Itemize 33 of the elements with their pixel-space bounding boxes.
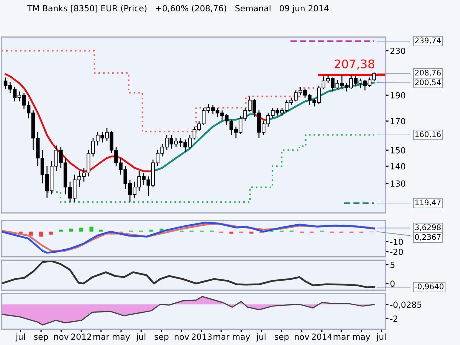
x-tick-label: mar bbox=[94, 335, 110, 340]
y-tick-label: -2 bbox=[390, 316, 398, 322]
x-tick-label: 2013 bbox=[192, 334, 212, 340]
x-tick-label: nov bbox=[54, 335, 69, 340]
x-tick-label: may bbox=[353, 335, 370, 342]
x-tick-label: jul bbox=[256, 334, 266, 342]
x-tick-label: mar bbox=[334, 335, 350, 340]
chart-title: TM Banks [8350] EUR (Price) +0,60% (208,76) Semanal 09 jun 2014 bbox=[28, 5, 329, 14]
y-tick-label: 150 bbox=[391, 147, 406, 154]
y-tick-label: 230 bbox=[390, 48, 406, 54]
y-tick-label: 190 bbox=[391, 92, 406, 99]
y-tick-label: 170 bbox=[391, 118, 406, 125]
x-tick-label: may bbox=[233, 335, 250, 342]
y-tick-label: -10 bbox=[390, 238, 404, 246]
y-tick-label: 5 bbox=[390, 262, 395, 268]
data-label: 207,38 bbox=[334, 60, 375, 70]
x-tick-label: jul bbox=[16, 334, 26, 342]
x-tick-label: nov bbox=[295, 335, 310, 340]
y-tick-label: 130 bbox=[391, 180, 406, 187]
y-tick-label: 0 bbox=[390, 280, 395, 288]
x-tick-label: jul bbox=[376, 334, 386, 342]
x-tick-label: 2014 bbox=[312, 334, 332, 340]
x-tick-label: nov bbox=[174, 335, 190, 340]
x-tick-label: sep bbox=[154, 335, 169, 342]
x-tick-label: may bbox=[112, 335, 130, 342]
x-tick-label: 2012 bbox=[71, 334, 92, 340]
y-tick-label: -0,0285 bbox=[390, 302, 422, 309]
x-tick-label: mar bbox=[214, 335, 230, 340]
x-tick-label: sep bbox=[34, 335, 48, 342]
y-tick-label: -20 bbox=[390, 248, 404, 256]
x-tick-label: sep bbox=[275, 335, 289, 342]
x-tick-label: jul bbox=[136, 334, 146, 342]
y-tick-label: 140 bbox=[391, 163, 406, 170]
